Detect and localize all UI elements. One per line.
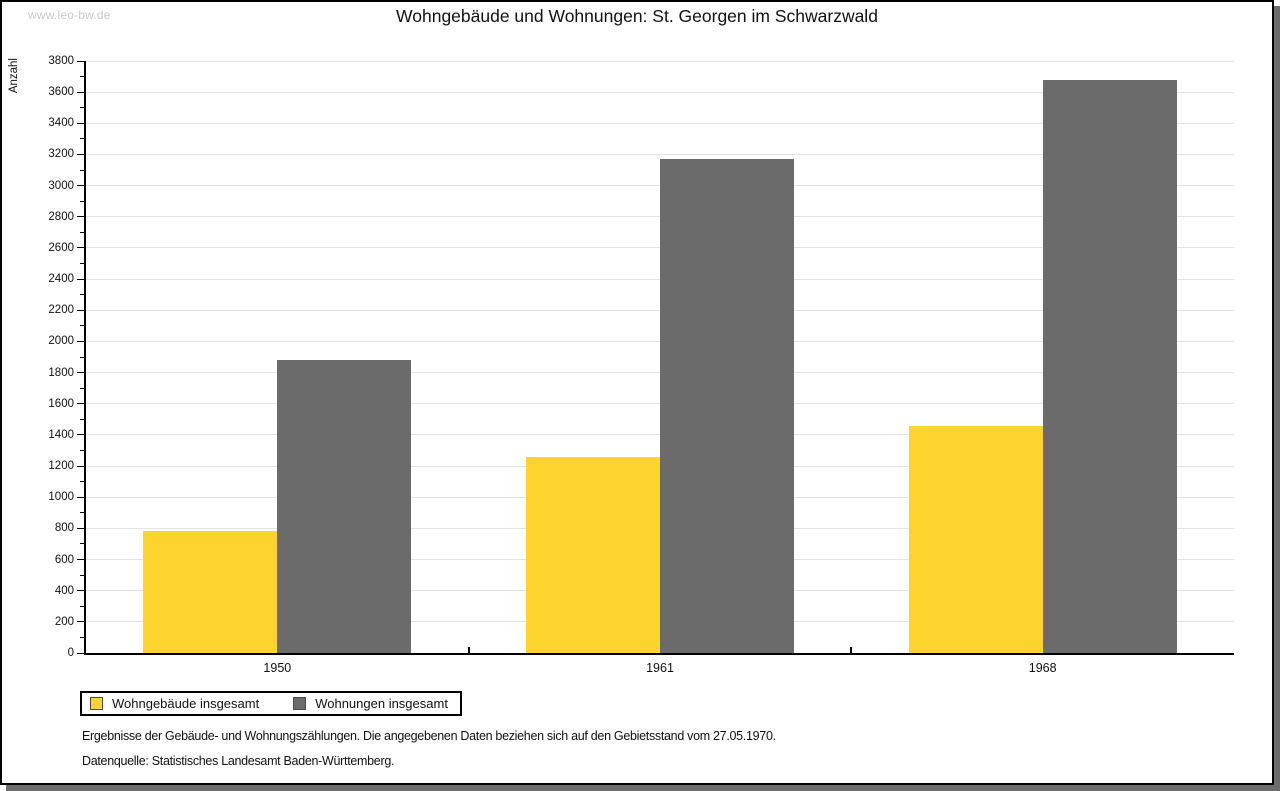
y-tick-label: 3600	[48, 86, 74, 99]
bar-wohngebaeude-1968	[908, 426, 1043, 653]
y-tick-minor	[80, 512, 84, 514]
y-tick-major	[77, 122, 84, 124]
x-tick-label-1950: 1950	[263, 661, 292, 675]
y-tick-major	[77, 496, 84, 498]
y-tick-minor	[80, 294, 84, 296]
footnote-line-1: Ergebnisse der Gebäude- und Wohnungszähl…	[82, 729, 776, 743]
y-tick-major	[77, 60, 84, 62]
drop-shadow-bottom	[6, 785, 1280, 791]
y-tick-minor	[80, 263, 84, 265]
y-tick-minor	[80, 356, 84, 358]
y-tick-major	[77, 340, 84, 342]
bar-wohnungen-1961	[660, 159, 794, 653]
y-tick-minor	[80, 449, 84, 451]
y-tick-minor	[80, 636, 84, 638]
y-tick-major	[77, 91, 84, 93]
y-tick-major	[77, 527, 84, 529]
legend-item-wohnungen: Wohnungen insgesamt	[293, 696, 448, 711]
chart-title: Wohngebäude und Wohnungen: St. Georgen i…	[396, 6, 878, 26]
y-tick-label: 1000	[48, 491, 74, 504]
y-tick-label: 1400	[48, 428, 74, 441]
y-tick-label: 800	[54, 522, 74, 535]
y-tick-label: 3400	[48, 117, 74, 130]
gridline	[86, 91, 1234, 93]
y-tick-minor	[80, 200, 84, 202]
gridline	[86, 122, 1234, 124]
y-tick-label: 3000	[48, 179, 74, 192]
y-axis-label: Anzahl	[8, 58, 20, 94]
plot-area: 0 200 400 600 800 1000 1200 1400 1600 1800 2000 220…	[48, 55, 1234, 675]
y-tick-minor	[80, 76, 84, 78]
y-tick-minor	[80, 138, 84, 140]
y-tick-major	[77, 372, 84, 374]
x-tick-label-1961: 1961	[646, 661, 674, 675]
legend-item-wohngebaeude: Wohngebäude insgesamt	[90, 696, 259, 711]
watermark: www.leo-bw.de	[28, 8, 111, 22]
bar-wohngebaeude-1950	[143, 531, 278, 653]
y-tick-major	[77, 309, 84, 311]
y-tick-label: 2200	[48, 304, 74, 317]
y-tick-label: 200	[54, 615, 74, 628]
y-tick-label: 400	[54, 584, 74, 597]
y-tick-label: 2600	[48, 241, 74, 254]
y-tick-major	[77, 153, 84, 155]
y-tick-major	[77, 216, 84, 218]
y-tick-label: 2000	[48, 335, 74, 348]
y-tick-minor	[80, 169, 84, 171]
y-tick-major	[77, 590, 84, 592]
y-tick-major	[77, 403, 84, 405]
y-tick-label: 1200	[48, 460, 74, 473]
y-tick-label: 3800	[48, 55, 74, 67]
bar-wohngebaeude-1961	[526, 457, 660, 653]
gridline	[86, 60, 1234, 62]
x-axis-boundary-tick	[850, 647, 853, 653]
y-tick-label: 1600	[48, 397, 74, 410]
y-tick-label: 0	[67, 647, 74, 659]
x-tick-label-1968: 1968	[1028, 661, 1057, 675]
bar-wohnungen-1968	[1042, 80, 1177, 653]
y-tick-label: 3200	[48, 148, 74, 161]
y-tick-minor	[80, 231, 84, 233]
legend-swatch-icon	[293, 697, 307, 710]
y-tick-minor	[80, 387, 84, 389]
y-tick-major	[77, 652, 84, 654]
legend-swatch-icon	[90, 697, 103, 710]
legend: Wohngebäude insgesamt Wohnungen insgesamt	[80, 691, 462, 716]
y-tick-minor	[80, 605, 84, 607]
y-tick-major	[77, 278, 84, 280]
legend-label: Wohnungen insgesamt	[315, 696, 448, 711]
y-tick-major	[77, 185, 84, 187]
footnote-line-2: Datenquelle: Statistisches Landesamt Bad…	[82, 754, 395, 768]
y-tick-label: 2400	[48, 273, 74, 286]
drop-shadow-right	[1274, 6, 1280, 791]
y-tick-major	[77, 434, 84, 436]
y-tick-major	[77, 465, 84, 467]
y-tick-label: 600	[54, 553, 74, 566]
y-tick-minor	[80, 107, 84, 109]
y-tick-minor	[80, 574, 84, 576]
y-tick-minor	[80, 325, 84, 327]
legend-label: Wohngebäude insgesamt	[112, 696, 260, 711]
gridline	[86, 153, 1234, 155]
y-tick-minor	[80, 481, 84, 483]
y-tick-minor	[80, 543, 84, 545]
bar-wohnungen-1950	[277, 360, 412, 653]
y-tick-label: 2800	[48, 210, 74, 223]
y-tick-label: 1800	[48, 366, 74, 379]
y-tick-major	[77, 559, 84, 561]
x-axis-boundary-tick	[467, 647, 470, 653]
y-tick-major	[77, 247, 84, 249]
y-tick-major	[77, 621, 84, 623]
y-tick-minor	[80, 418, 84, 420]
